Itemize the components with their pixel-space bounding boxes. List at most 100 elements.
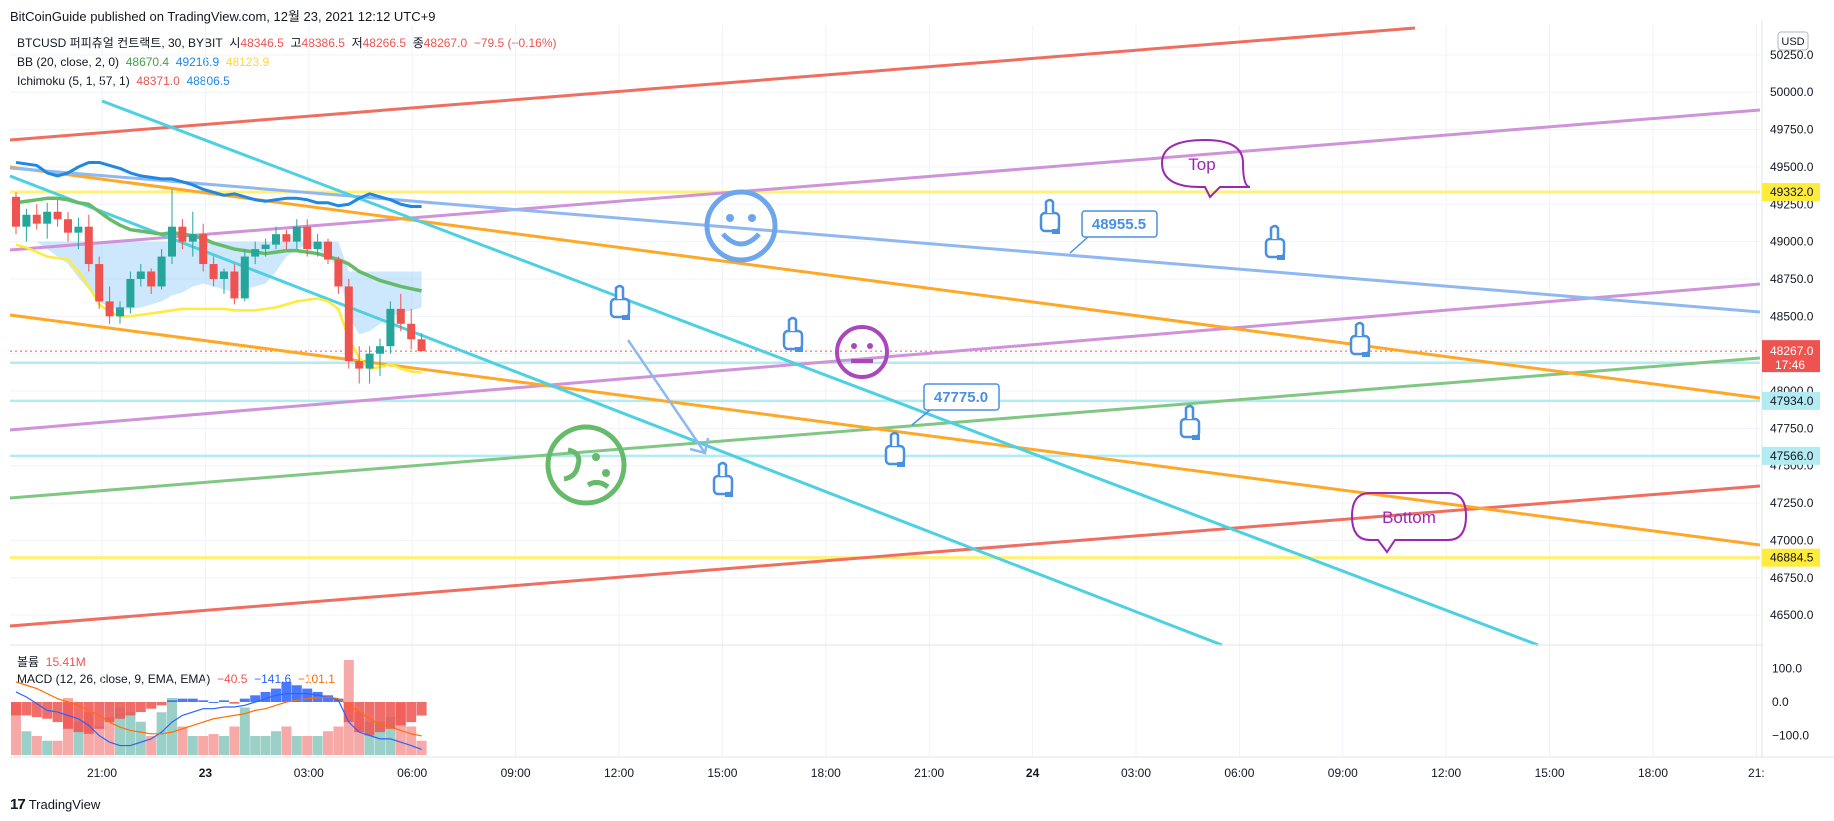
last-price-bg	[1762, 340, 1820, 373]
volume-bar	[135, 721, 146, 755]
price-label: 47934.0	[1770, 394, 1814, 408]
candle	[53, 211, 62, 220]
hand-palm	[884, 444, 906, 466]
hand-palm	[1264, 237, 1286, 259]
chart-legend: BTCUSD 퍼피츄얼 컨트랙트, 30, BYBIT 시48346.5 고48…	[17, 34, 557, 91]
macd-histogram-bar	[187, 698, 198, 702]
time-tick-label: 12:00	[604, 766, 634, 780]
trendline-cyan-upper[interactable]	[101, 99, 1539, 647]
macd-histogram-bar	[208, 702, 219, 703]
hand-palm	[782, 329, 804, 351]
candle	[74, 226, 83, 233]
hand-palm	[1179, 417, 1201, 439]
footer: 17 TradingView	[10, 796, 100, 813]
candle	[365, 353, 374, 369]
tradingview-logo-icon: 17	[10, 796, 26, 813]
symbol-label: BTCUSD 퍼피츄얼 컨트랙트, 30, BYBIT	[17, 36, 223, 50]
price-tick-label: 47000.0	[1770, 533, 1814, 547]
volume-bar	[219, 736, 229, 755]
macd-histogram-bar	[416, 702, 427, 716]
macd-tick-label: 0.0	[1772, 695, 1789, 709]
candle	[209, 264, 218, 279]
hand-cuff	[1362, 352, 1370, 357]
bb-upper-value: 49216.9	[175, 55, 220, 69]
candle	[84, 226, 93, 265]
macd-histogram-bar	[385, 702, 396, 729]
volume-bar	[364, 721, 375, 755]
trendline-orange-lower[interactable]	[9, 313, 1761, 547]
trendline-violet-upper[interactable]	[9, 108, 1761, 252]
candles[interactable]	[12, 189, 426, 384]
volume-label: 볼륨	[17, 655, 40, 669]
macd-histogram-bar	[156, 702, 167, 706]
publish-header: BitCoinGuide published on TradingView.co…	[10, 9, 436, 24]
candle	[355, 361, 364, 369]
currency-badge	[1777, 31, 1809, 51]
price-tick-label: 50250.0	[1770, 48, 1814, 62]
volume-bar	[385, 717, 396, 755]
candle	[22, 214, 31, 227]
trendline-orange-upper[interactable]	[9, 165, 1761, 400]
candle	[386, 308, 395, 347]
ichimoku-line	[15, 160, 422, 209]
trendline-lightblue[interactable]	[9, 166, 1761, 314]
callout-bottom[interactable]: Bottom	[1350, 492, 1468, 554]
callout-top[interactable]: Top	[1160, 138, 1251, 199]
neutral-face-icon[interactable]	[835, 325, 889, 379]
currency-label: USD	[1781, 36, 1804, 48]
trendline-cyan-lower[interactable]	[9, 174, 1223, 647]
volume-bar	[291, 736, 302, 755]
candle	[116, 307, 124, 317]
trend-line-drawings	[9, 26, 1761, 647]
trendline-green[interactable]	[9, 356, 1761, 500]
confused-face-icon[interactable]	[545, 424, 627, 506]
macd-histogram-bar	[343, 702, 354, 723]
macd-histogram-bar	[323, 695, 333, 702]
candle	[407, 323, 416, 340]
volume-bar	[187, 736, 198, 755]
hand-cuff	[897, 462, 905, 467]
macd-histogram-bar	[125, 702, 136, 716]
axes: USD50250.050000.049750.049500.049250.049…	[10, 20, 1834, 780]
macd-histogram-bar	[281, 681, 292, 702]
forecast-arrow[interactable]	[626, 339, 710, 455]
candle	[292, 226, 301, 242]
hand-finger	[1184, 404, 1195, 419]
volume-bar	[167, 698, 177, 755]
volume-bar	[406, 726, 417, 755]
candle	[32, 214, 41, 224]
macd-histogram-bar	[219, 700, 229, 702]
happy-face-icon[interactable]	[704, 189, 778, 263]
macd-histogram-bar	[354, 702, 365, 733]
trendline-red-upper[interactable]	[9, 26, 1416, 142]
volume-bar	[302, 736, 313, 755]
volume-bar	[52, 740, 63, 755]
high-value: 48386.5	[301, 36, 345, 50]
hand-cuff	[795, 347, 803, 352]
bb-lower-line	[15, 243, 422, 374]
macd-histogram-bar	[31, 702, 42, 718]
volume-bar	[42, 740, 53, 755]
low-label: 저	[351, 36, 363, 50]
time-tick-label: 09:00	[1328, 766, 1358, 780]
macd-histogram-bar	[302, 688, 313, 702]
trendline-red-lower[interactable]	[9, 484, 1761, 628]
candle	[199, 234, 208, 265]
emoji-annotations	[545, 189, 889, 506]
macd-histogram-bar	[135, 702, 146, 713]
bb-label: BB (20, close, 2, 0)	[17, 55, 120, 69]
price-note-47775[interactable]: 47775.0	[911, 383, 1000, 426]
callout-bottom-text: Bottom	[1382, 508, 1436, 527]
horizontal-lines	[10, 190, 1760, 560]
time-tick-label: 15:00	[707, 766, 737, 780]
pointing-hand-icon	[1039, 198, 1061, 234]
macd-histogram-bar	[260, 691, 271, 702]
price-note-48955[interactable]: 48955.5	[1069, 210, 1158, 254]
bollinger-bands	[15, 196, 422, 374]
price-label-bg	[1762, 391, 1820, 410]
candle	[334, 259, 343, 287]
callouts: Top Bottom 48955.5 47775.0	[911, 138, 1468, 554]
macd-histogram-bar	[229, 702, 240, 704]
macd-tick-label: −100.0	[1772, 729, 1809, 743]
